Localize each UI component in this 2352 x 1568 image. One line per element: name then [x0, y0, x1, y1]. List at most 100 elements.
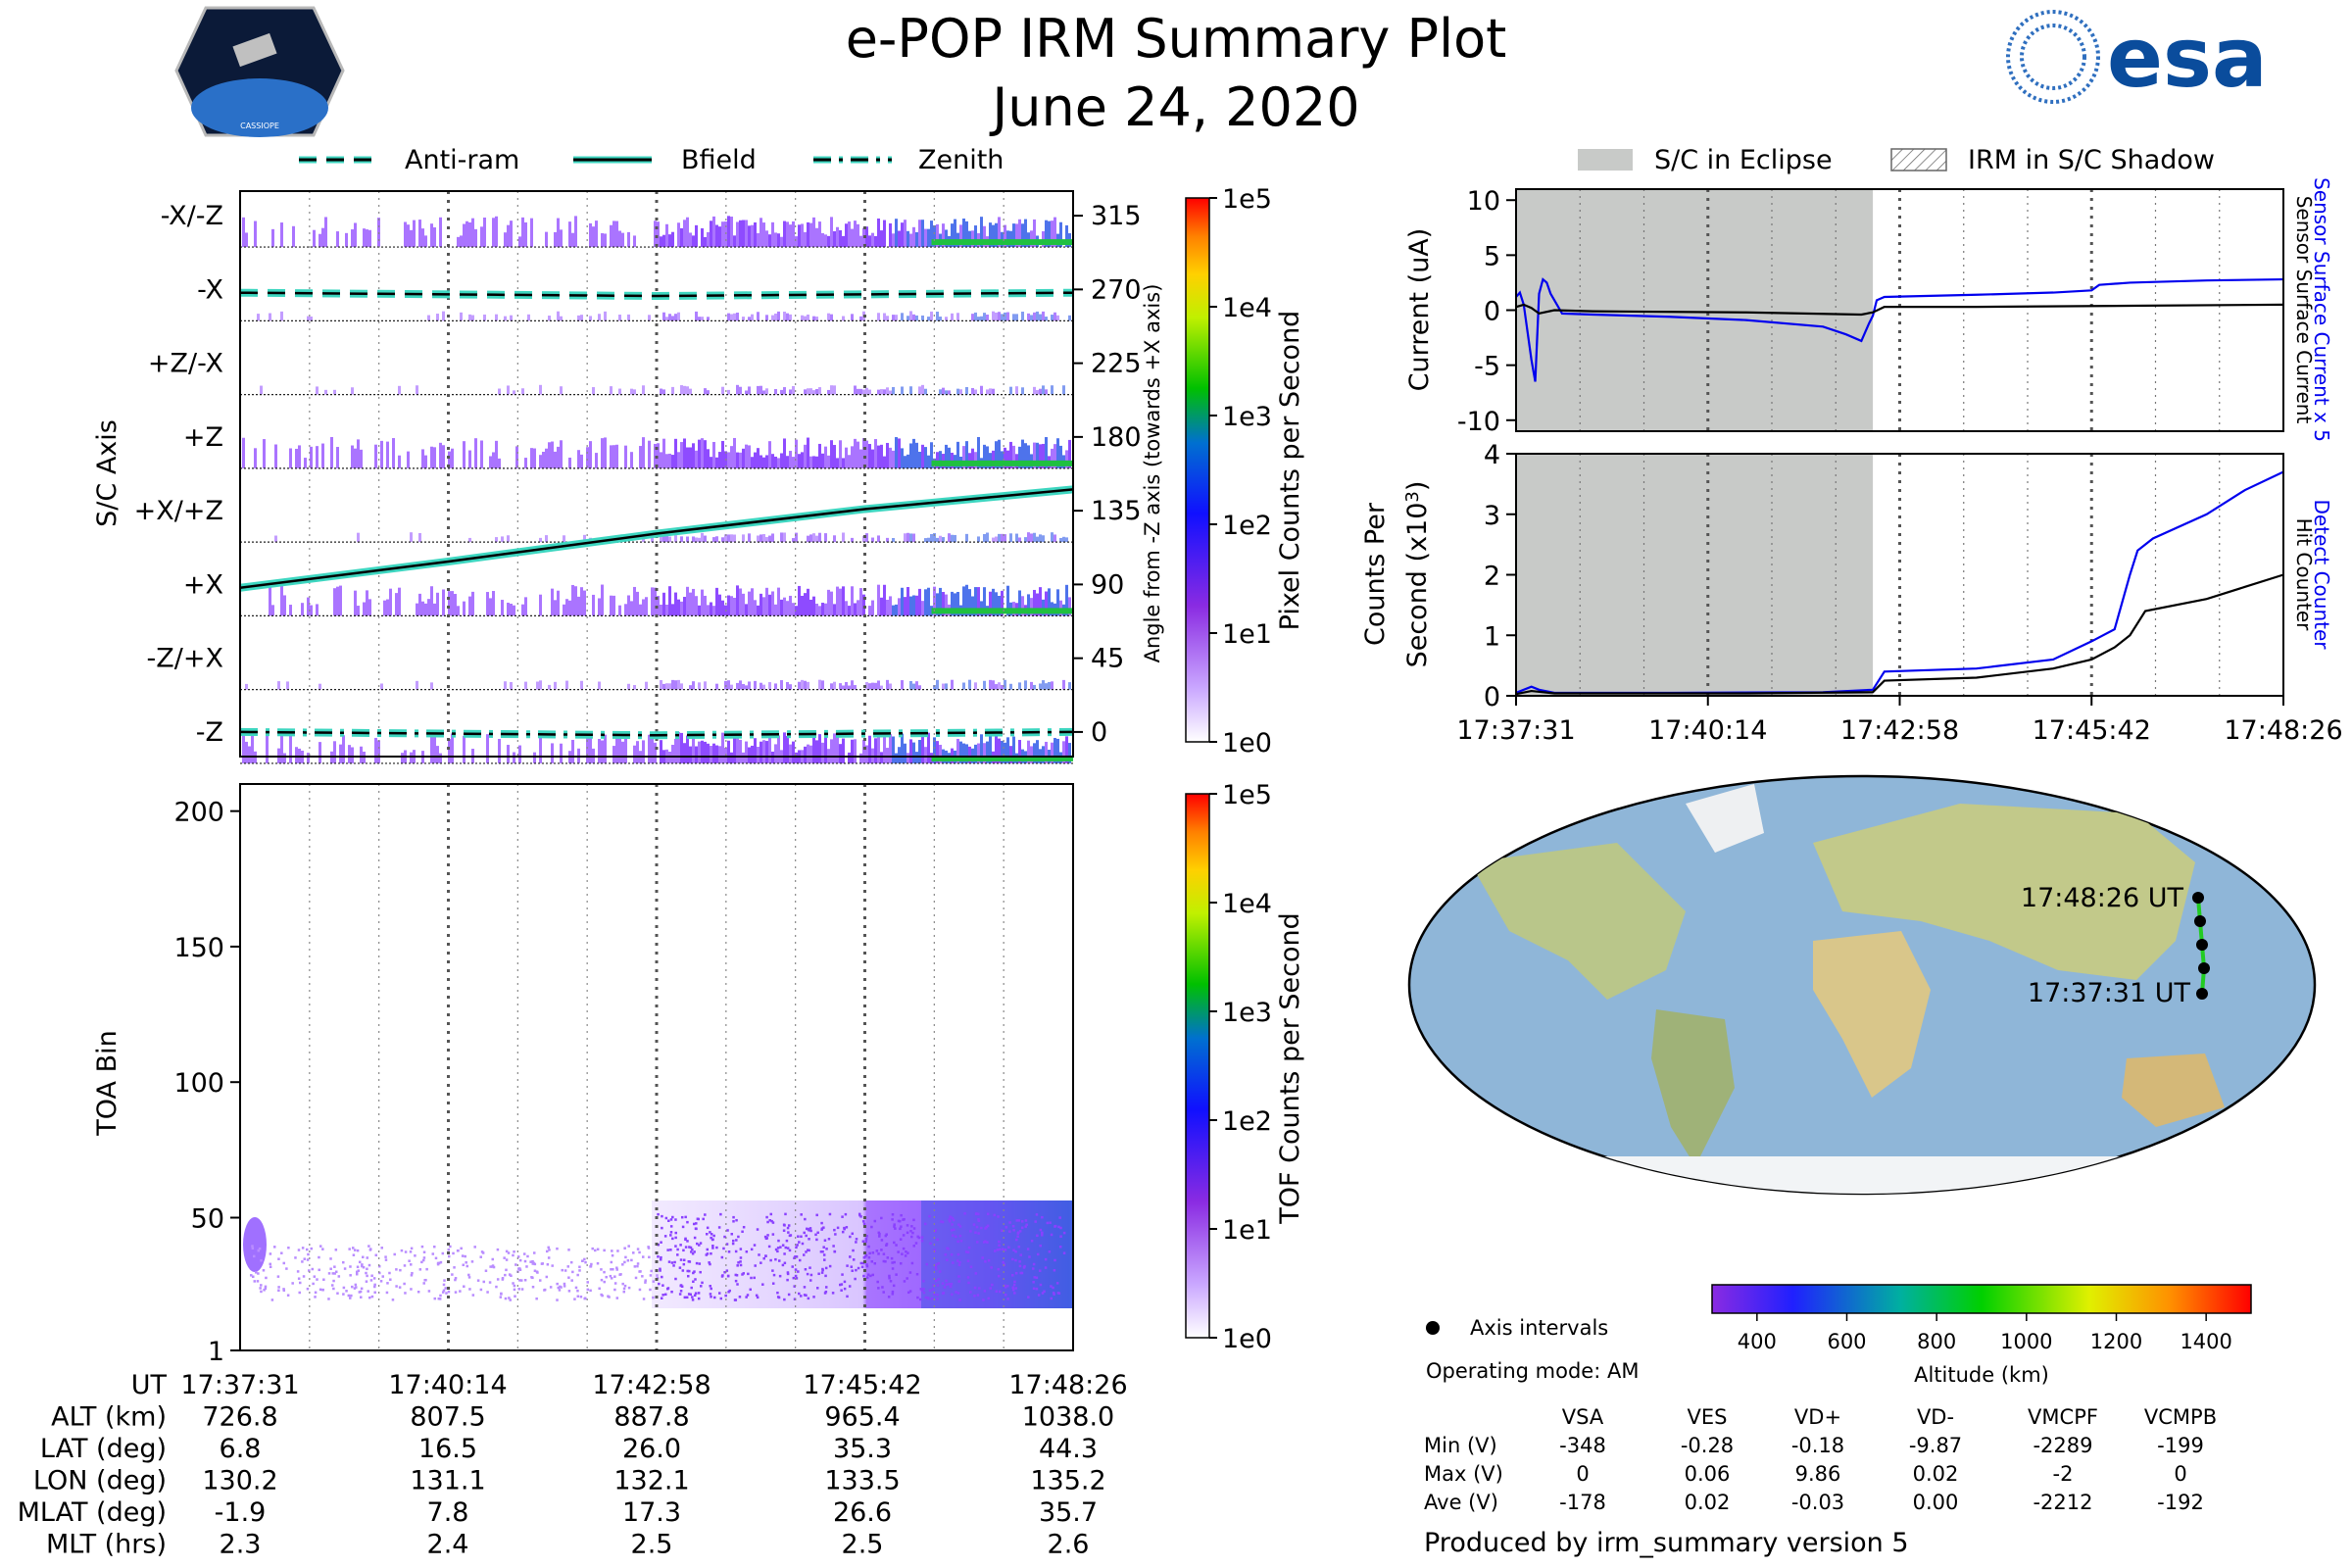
toa-count-point — [873, 1262, 877, 1265]
toa-count-point — [916, 1235, 919, 1239]
toa-count-point — [850, 1265, 854, 1268]
toa-count-point — [985, 1225, 989, 1229]
toa-count-point — [739, 1248, 743, 1250]
toa-count-point — [1014, 1271, 1018, 1275]
toa-count-point — [1050, 1297, 1054, 1300]
toa-count-point — [1004, 1284, 1006, 1288]
toa-count-point — [400, 1249, 404, 1252]
toa-count-point — [910, 1235, 913, 1239]
toa-count-point — [661, 1275, 663, 1279]
toa-count-point — [694, 1278, 697, 1281]
toa-count-point — [895, 1273, 898, 1276]
toa-count-point — [870, 1260, 874, 1263]
colorbar-tick-label: 1e3 — [1222, 998, 1272, 1028]
toa-count-point — [467, 1276, 471, 1279]
toa-count-point — [865, 1276, 869, 1279]
toa-count-point — [659, 1267, 662, 1271]
toa-count-point — [444, 1287, 447, 1290]
toa-count-point — [1041, 1292, 1045, 1295]
toa-count-point — [861, 1220, 865, 1223]
toa-count-point — [975, 1241, 979, 1244]
toa-count-point — [762, 1256, 765, 1260]
toa-count-point — [535, 1270, 539, 1273]
toa-count-point — [1020, 1226, 1024, 1230]
toa-count-point — [791, 1265, 794, 1268]
toa-count-point — [862, 1274, 865, 1278]
toa-count-point — [674, 1218, 677, 1221]
toa-count-point — [663, 1235, 667, 1238]
toa-count-point — [610, 1268, 612, 1271]
toa-count-point — [301, 1247, 305, 1250]
toa-count-point — [613, 1275, 616, 1278]
toa-count-point — [710, 1287, 712, 1291]
toa-count-point — [942, 1292, 946, 1295]
toa-count-point — [977, 1232, 980, 1235]
toa-count-point — [999, 1248, 1002, 1251]
toa-count-point — [370, 1274, 373, 1278]
sc-axis-right-label: Angle from -Z axis (towards +X axis) — [1141, 284, 1164, 663]
toa-count-point — [567, 1290, 571, 1293]
current-right-label-blue: Sensor Surface Current x 5 — [2310, 177, 2333, 442]
toa-y-tick-label: 200 — [173, 798, 224, 828]
toa-count-point — [598, 1287, 601, 1291]
toa-count-point — [998, 1290, 1002, 1294]
toa-count-point — [1038, 1269, 1042, 1272]
toa-count-point — [756, 1228, 760, 1231]
toa-count-point — [659, 1269, 662, 1272]
time-cell-mlt: 2.5 — [842, 1530, 884, 1560]
toa-count-point — [314, 1291, 318, 1295]
toa-count-point — [843, 1226, 846, 1230]
toa-count-point — [698, 1262, 702, 1265]
toa-early-blob — [243, 1217, 267, 1272]
toa-count-point — [519, 1279, 523, 1282]
toa-count-point — [403, 1282, 406, 1286]
toa-count-point — [329, 1257, 332, 1260]
toa-count-point — [793, 1298, 797, 1300]
toa-count-point — [735, 1218, 738, 1222]
toa-count-point — [1026, 1248, 1030, 1250]
toa-count-point — [337, 1275, 341, 1278]
toa-count-point — [1039, 1283, 1043, 1287]
toa-count-point — [1049, 1221, 1052, 1224]
toa-count-point — [878, 1235, 881, 1238]
sc-right-tick-label: 45 — [1091, 644, 1124, 674]
counts-panel: 4 3 2 1 017:37:31 17:40:14 17:42:58 17:45:42 17:… — [1360, 440, 2343, 746]
toa-count-point — [877, 1287, 880, 1290]
toa-count-point — [557, 1286, 561, 1290]
toa-count-point — [669, 1249, 672, 1251]
toa-count-point — [756, 1296, 760, 1299]
toa-count-point — [270, 1298, 274, 1301]
time-cell-mlat: 17.3 — [622, 1497, 681, 1528]
toa-count-point — [804, 1268, 808, 1271]
toa-count-point — [327, 1272, 331, 1275]
toa-count-point — [926, 1297, 930, 1299]
toa-count-point — [662, 1284, 664, 1287]
tof-colorbar-label: TOF Counts per Second — [1275, 912, 1305, 1225]
toa-count-point — [902, 1247, 906, 1250]
toa-count-point — [368, 1296, 371, 1299]
toa-count-point — [306, 1258, 310, 1261]
toa-count-point — [578, 1269, 581, 1272]
toa-count-point — [746, 1294, 750, 1297]
toa-count-point — [669, 1218, 673, 1221]
toa-count-point — [491, 1257, 495, 1261]
sc-heat-green-strip — [931, 755, 1073, 761]
toa-count-point — [260, 1290, 263, 1294]
toa-count-point — [912, 1218, 915, 1222]
toa-count-point — [958, 1260, 961, 1264]
toa-count-point — [576, 1289, 579, 1293]
line-panel-y-tick-label: 4 — [1484, 440, 1500, 470]
toa-count-point — [348, 1248, 351, 1250]
toa-count-point — [333, 1265, 336, 1268]
colorbar-tick-label: 1e5 — [1222, 780, 1272, 810]
toa-count-point — [951, 1223, 954, 1226]
toa-count-point — [936, 1238, 939, 1242]
colorbar-tick-label: 1e0 — [1222, 1324, 1272, 1354]
toa-count-point — [1041, 1215, 1044, 1219]
sc-line-bfield — [239, 488, 1074, 589]
sc-axis-category-label: +Z/-X — [148, 349, 223, 379]
toa-count-point — [804, 1217, 807, 1221]
toa-count-point — [526, 1254, 529, 1258]
toa-count-point — [742, 1272, 745, 1275]
toa-count-point — [308, 1269, 311, 1272]
